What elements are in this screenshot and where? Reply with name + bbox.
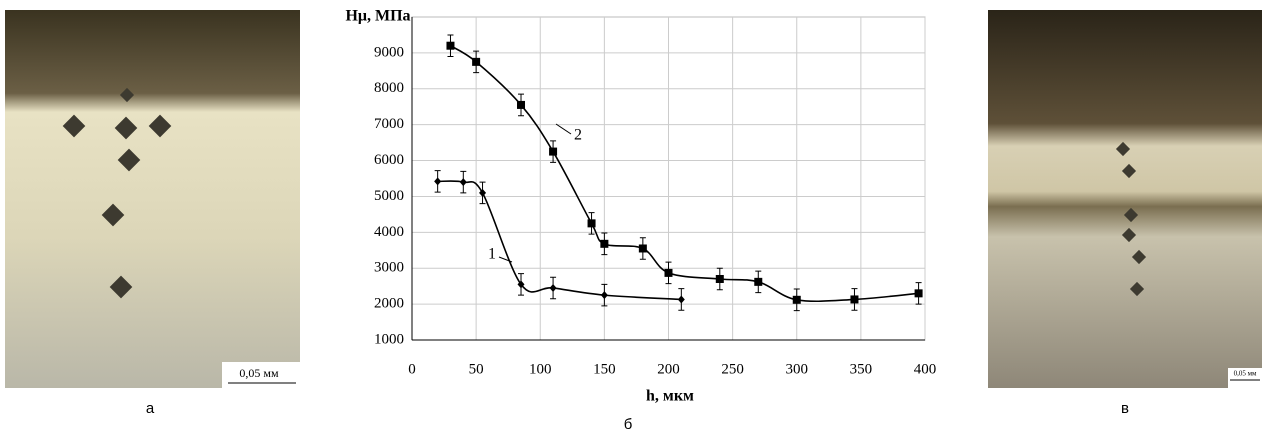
x-tick-label: 100 [529,361,552,377]
marker [600,291,608,300]
line [437,180,682,301]
marker [850,295,859,304]
y-tick-label: 1000 [374,331,404,347]
marker [549,283,557,292]
y-tick-label: 2000 [374,296,404,312]
marker [754,277,763,286]
panel-label: в [1121,400,1129,417]
y-tick-label: 3000 [374,260,404,276]
marker [677,295,685,304]
marker [664,268,673,277]
x-tick-label: 300 [786,361,809,377]
y-tick-label: 6000 [374,152,404,168]
scale-label: 0,05 мм [239,366,279,380]
scale-label: 0,05 мм [1234,370,1257,378]
panel-label: б [624,416,633,433]
marker [517,280,525,289]
marker [638,244,647,253]
marker [600,239,609,248]
marker [549,147,558,156]
x-tick-label: 400 [914,361,937,377]
x-tick-label: 200 [657,361,680,377]
marker [434,177,442,186]
curve-label: 2 [574,127,582,144]
marker [472,57,481,66]
leader-line [498,256,513,263]
y-tick-label: 8000 [374,80,404,96]
panel-label: а [146,400,155,417]
x-tick-label: 50 [469,361,484,377]
x-tick-label: 250 [721,361,744,377]
leader-line [555,123,572,135]
x-tick-label: 150 [593,361,616,377]
x-axis-label: h, мкм [646,388,694,405]
marker [446,41,455,50]
x-tick-label: 0 [408,361,416,377]
y-tick-label: 5000 [374,188,404,204]
y-tick-label: 7000 [374,116,404,132]
marker [459,178,467,187]
micrograph-a [5,10,300,388]
y-tick-label: 4000 [374,224,404,240]
curve-label: 1 [488,246,496,263]
micrograph-c [988,10,1262,388]
line [450,45,919,303]
marker [792,295,801,304]
marker [517,100,526,109]
marker [479,188,487,197]
marker [715,274,724,283]
marker [914,289,923,298]
marker [587,219,596,228]
x-tick-label: 350 [850,361,873,377]
y-tick-label: 9000 [374,44,404,60]
y-axis-label: Hμ, МПа [345,8,410,25]
